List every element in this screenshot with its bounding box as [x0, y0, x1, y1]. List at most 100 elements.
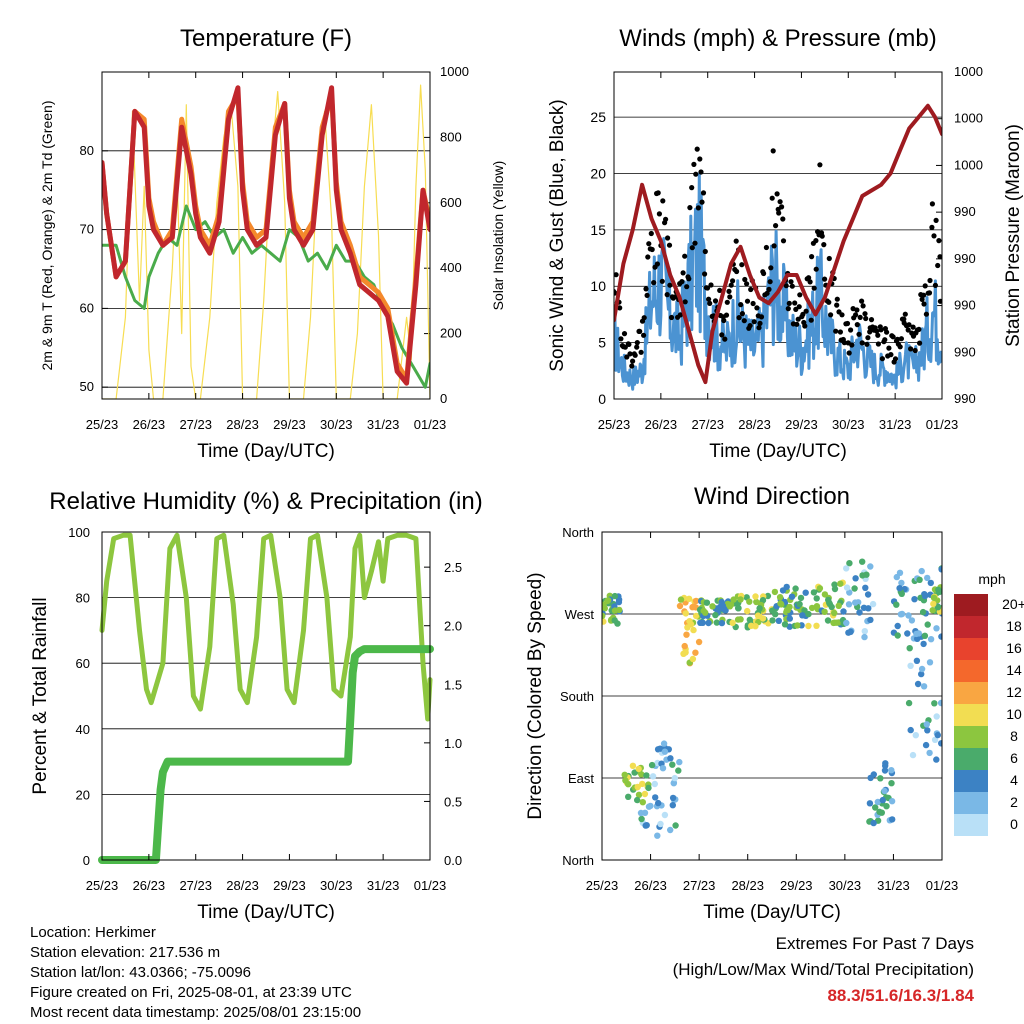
direction-point	[852, 575, 859, 582]
colorbar-swatch	[954, 660, 988, 682]
direction-point	[602, 618, 607, 625]
gust-point	[771, 243, 777, 249]
direction-point	[852, 599, 859, 606]
direction-point	[921, 592, 929, 600]
direction-point	[920, 683, 928, 690]
gust-point	[766, 286, 772, 292]
panel-1-y-right-tick-label: 1000	[954, 111, 983, 126]
direction-point	[835, 602, 842, 609]
gust-point	[834, 302, 840, 308]
direction-point	[847, 628, 854, 635]
gust-point	[786, 300, 792, 306]
colorbar-label: 0	[1010, 816, 1018, 832]
direction-point	[734, 616, 742, 623]
direction-point	[669, 761, 676, 768]
direction-point	[784, 607, 791, 614]
panel-0-title: Temperature (F)	[180, 25, 352, 52]
gust-point	[894, 336, 901, 342]
gust-point	[867, 329, 873, 335]
footer-elevation: Station elevation: 217.536 m	[30, 944, 221, 961]
panel-1-y-right-tick-label: 1000	[954, 64, 983, 79]
panel-2-y-right-tick-label: 2.0	[444, 619, 462, 634]
direction-point	[929, 607, 936, 614]
gust-point	[796, 304, 802, 310]
direction-point	[735, 605, 742, 612]
panel-1-y-tick-label: 10	[590, 278, 606, 294]
gust-point	[809, 254, 815, 260]
panel-1-y-tick-label: 5	[598, 335, 606, 351]
gust-point	[921, 301, 927, 307]
gust-point	[754, 305, 760, 311]
direction-point	[843, 565, 850, 572]
wind-speed-line	[614, 172, 942, 391]
direction-point	[881, 767, 889, 774]
direction-point	[752, 593, 759, 600]
gust-point	[697, 156, 703, 162]
gust-point	[856, 331, 862, 337]
direction-point	[677, 596, 685, 603]
panel-1-y-right-tick-label: 990	[954, 391, 976, 406]
colorbar-title: mph	[978, 571, 1005, 587]
direction-point	[689, 655, 697, 663]
colorbar-swatch	[954, 616, 988, 638]
footer-created: Figure created on Fri, 2025-08-01, at 23…	[30, 984, 352, 1001]
direction-point	[729, 619, 736, 626]
direction-point	[786, 623, 793, 630]
gust-point	[614, 272, 619, 278]
footer-latlon: Station lat/lon: 43.0366; -75.0096	[30, 964, 252, 981]
direction-point	[831, 609, 838, 617]
panel-3-x-tick-label: 27/23	[683, 878, 716, 893]
panel-0-plot-area	[102, 84, 430, 399]
gust-point	[667, 282, 673, 288]
panel-0-x-axis-label: Time (Day/UTC)	[197, 441, 335, 462]
colorbar-swatch	[954, 594, 988, 616]
panel-0-y-right-tick-label: 200	[440, 326, 462, 341]
gust-point	[774, 191, 780, 197]
direction-point	[915, 630, 922, 637]
gust-point	[699, 199, 705, 205]
direction-point	[837, 580, 844, 587]
direction-point	[686, 618, 693, 625]
panel-2-y-right-tick-label: 1.0	[444, 736, 462, 751]
direction-point	[867, 563, 874, 570]
gust-point	[906, 322, 912, 328]
direction-point	[926, 749, 933, 757]
gust-point	[854, 307, 860, 313]
direction-point	[898, 610, 906, 618]
panel-3-y-tick-label: North	[562, 853, 594, 868]
direction-point	[671, 774, 678, 782]
direction-point	[831, 581, 838, 588]
gust-point	[686, 276, 692, 282]
panel-2-title: Relative Humidity (%) & Precipitation (i…	[49, 488, 482, 515]
colorbar-label: 12	[1006, 684, 1022, 700]
direction-point	[919, 608, 927, 616]
direction-point	[933, 713, 940, 720]
direction-point	[926, 659, 934, 666]
direction-point	[840, 608, 847, 615]
direction-point	[792, 585, 799, 592]
gust-point	[868, 317, 875, 323]
direction-point	[924, 574, 931, 582]
direction-point	[879, 796, 886, 804]
direction-point	[756, 605, 763, 612]
direction-point	[667, 826, 674, 834]
panel-0-y-tick-label: 50	[80, 379, 94, 394]
gust-point	[651, 280, 657, 286]
direction-point	[938, 633, 942, 640]
gust-point	[879, 356, 886, 362]
gust-point	[627, 351, 633, 357]
panel-1-x-axis-label: Time (Day/UTC)	[709, 441, 847, 462]
direction-point	[821, 608, 828, 615]
direction-point	[866, 800, 874, 807]
panel-0-y-right-tick-label: 800	[440, 129, 462, 144]
gust-point	[702, 248, 708, 255]
gust-point	[738, 302, 744, 308]
gust-point	[630, 358, 636, 364]
gust-point	[761, 270, 767, 277]
gust-point	[833, 328, 839, 334]
direction-point	[629, 762, 637, 769]
gust-point	[848, 327, 854, 333]
panel-0-y-right-axis-label: Solar Insolation (Yellow)	[490, 161, 506, 311]
direction-point	[652, 794, 659, 801]
footer-latest: Most recent data timestamp: 2025/08/01 2…	[30, 1004, 362, 1021]
